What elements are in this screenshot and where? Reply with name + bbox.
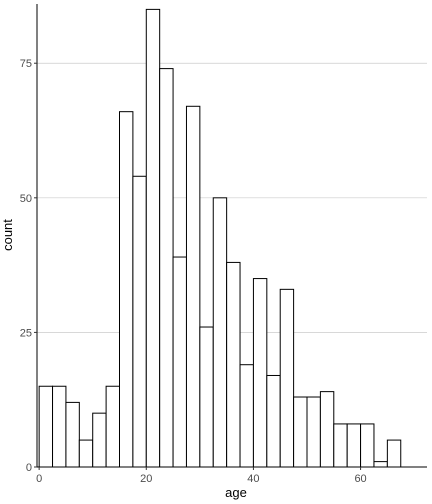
bar-17 (266, 374, 281, 468)
bar-13 (212, 197, 228, 468)
y-tick-label-0: 0 (26, 462, 32, 474)
bar-10 (172, 256, 187, 468)
bar-6 (119, 111, 134, 468)
bar-20 (306, 396, 321, 468)
histogram-bars (38, 8, 402, 468)
bar-25 (373, 461, 388, 468)
y-tick-label-75: 75 (20, 58, 32, 70)
bar-0 (38, 385, 54, 468)
bar-1 (52, 385, 67, 468)
bar-12 (199, 326, 214, 468)
y-axis-title: count (0, 219, 15, 251)
y-tick-label-50: 50 (20, 193, 32, 205)
bar-22 (333, 423, 348, 468)
x-tick-label-0: 0 (36, 473, 42, 485)
x-axis-ticks: 0 20 40 60 (36, 467, 367, 485)
bar-5 (105, 385, 120, 468)
bar-16 (252, 278, 268, 468)
bar-7 (132, 175, 147, 468)
bar-21 (319, 391, 335, 468)
y-axis-ticks: 0 25 50 75 (20, 58, 37, 474)
x-axis-title: age (225, 485, 247, 500)
bar-24 (360, 423, 375, 468)
axes (36, 4, 427, 468)
bar-4 (92, 412, 107, 468)
bar-8 (145, 8, 161, 468)
bar-14 (226, 261, 241, 468)
y-tick-label-25: 25 (20, 327, 32, 339)
bar-23 (346, 423, 362, 468)
bar-26 (386, 439, 402, 468)
bar-11 (185, 105, 201, 468)
bar-18 (279, 288, 295, 468)
bar-9 (159, 68, 174, 468)
bar-2 (65, 401, 80, 468)
bar-15 (239, 364, 254, 468)
x-tick-label-60: 60 (354, 473, 366, 485)
bar-19 (293, 396, 308, 468)
bar-3 (78, 439, 94, 468)
x-tick-label-40: 40 (247, 473, 259, 485)
x-tick-label-20: 20 (140, 473, 152, 485)
